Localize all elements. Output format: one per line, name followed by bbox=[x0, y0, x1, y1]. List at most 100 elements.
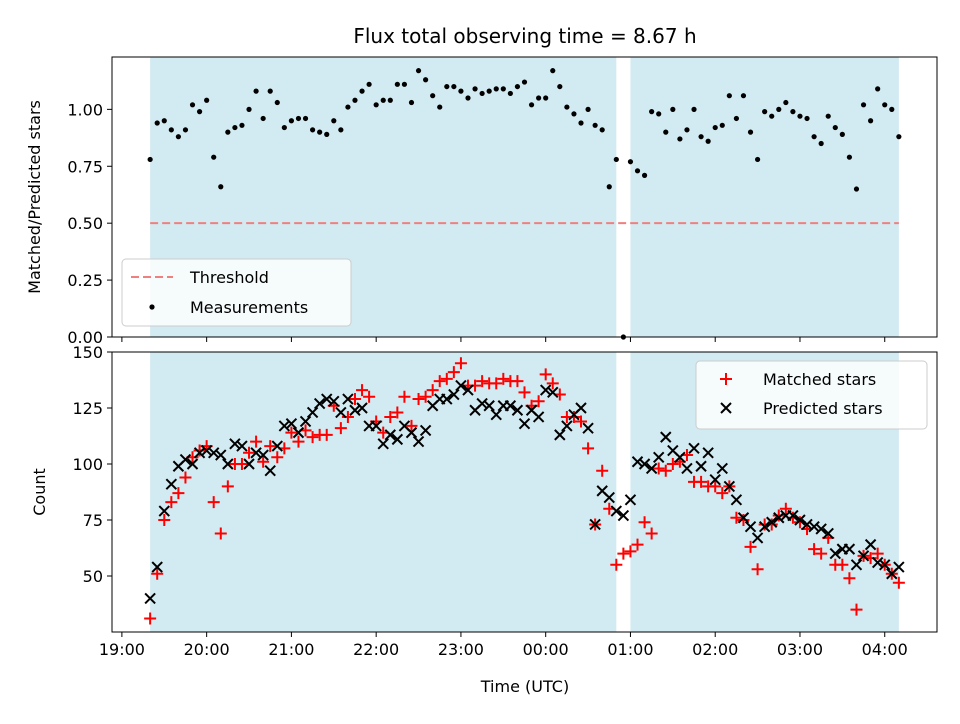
measurement-point bbox=[479, 90, 485, 97]
measurement-point bbox=[302, 115, 309, 122]
predicted-star-point bbox=[695, 460, 707, 472]
measurement-point bbox=[373, 102, 379, 108]
predicted-star-point bbox=[186, 458, 199, 470]
legend-threshold-label: Threshold bbox=[189, 268, 269, 287]
predicted-star-point bbox=[674, 451, 686, 463]
predicted-star-point bbox=[794, 514, 806, 526]
matched-star-point bbox=[836, 558, 849, 571]
predicted-star-point bbox=[617, 509, 630, 522]
matched-star-point bbox=[695, 475, 708, 488]
predicted-star-point bbox=[179, 453, 192, 466]
measurement-point bbox=[641, 172, 648, 178]
measurement-point bbox=[196, 109, 203, 115]
predicted-star-point bbox=[299, 415, 312, 428]
predicted-star-point bbox=[645, 462, 658, 475]
measurement-point bbox=[408, 99, 415, 106]
x-tick-label: 21:00 bbox=[268, 640, 314, 659]
top-axes-frame bbox=[111, 56, 938, 338]
matched-star-point bbox=[207, 496, 220, 509]
matched-star-point bbox=[617, 547, 630, 560]
y-tick-label: 150 bbox=[72, 343, 103, 362]
predicted-star-point bbox=[292, 426, 305, 439]
predicted-star-point bbox=[335, 406, 347, 419]
matched-star-point bbox=[320, 428, 333, 441]
predicted-star-point bbox=[815, 523, 827, 535]
measurement-point bbox=[663, 129, 669, 135]
predicted-star-point bbox=[384, 429, 397, 441]
top-x-tick-marks bbox=[121, 337, 886, 342]
y-tick-label: 0.00 bbox=[67, 328, 103, 347]
predicted-star-point bbox=[483, 400, 495, 412]
top-plot-area bbox=[147, 68, 902, 340]
predicted-star-point bbox=[589, 518, 601, 531]
predicted-star-point bbox=[716, 462, 728, 475]
predicted-star-point bbox=[822, 527, 834, 540]
x-tick-label: 19:00 bbox=[99, 640, 145, 659]
predicted-star-point bbox=[349, 404, 361, 416]
legend-predicted-swatch bbox=[720, 402, 732, 414]
measurement-point bbox=[889, 106, 895, 112]
measurement-point bbox=[557, 83, 563, 90]
measurement-point bbox=[578, 120, 584, 126]
predicted-star-point bbox=[144, 592, 156, 605]
measurement-point bbox=[401, 81, 408, 87]
matched-star-point bbox=[243, 446, 256, 459]
measurement-point bbox=[493, 86, 499, 92]
measurement-point bbox=[415, 68, 422, 74]
predicted-star-point bbox=[871, 556, 884, 569]
measurement-point bbox=[627, 159, 634, 165]
predicted-star-point bbox=[448, 388, 460, 401]
predicted-star-point bbox=[158, 505, 170, 517]
matched-star-point bbox=[419, 390, 432, 403]
matched-star-point bbox=[532, 395, 545, 408]
predicted-star-point bbox=[709, 473, 721, 486]
measurement-point bbox=[437, 104, 443, 110]
measurement-point bbox=[514, 83, 521, 90]
matched-star-point bbox=[539, 368, 552, 381]
predicted-star-point bbox=[370, 420, 382, 432]
predicted-star-point bbox=[285, 417, 298, 430]
measurement-point bbox=[486, 88, 492, 94]
y-tick-label: 50 bbox=[83, 567, 103, 586]
predicted-star-point bbox=[271, 440, 283, 452]
measurement-point bbox=[797, 113, 803, 119]
matched-star-point bbox=[412, 393, 425, 406]
legend-measurements-swatch bbox=[149, 304, 155, 310]
predicted-star-point bbox=[864, 538, 877, 551]
measurement-point bbox=[352, 97, 358, 103]
measurement-point bbox=[309, 127, 316, 133]
shaded-interval bbox=[150, 352, 617, 632]
matched-star-point bbox=[405, 419, 418, 432]
measurement-point bbox=[705, 138, 711, 144]
measurement-point bbox=[860, 102, 867, 108]
measurement-point bbox=[521, 79, 528, 85]
predicted-star-point bbox=[787, 509, 799, 522]
matched-star-point bbox=[575, 415, 588, 428]
predicted-star-point bbox=[638, 458, 651, 470]
legend-matched-label: Matched stars bbox=[763, 370, 876, 389]
x-tick-label: 02:00 bbox=[692, 640, 738, 659]
top-y-axis-label: Matched/Predicted stars bbox=[25, 100, 44, 294]
matched-star-point bbox=[666, 458, 679, 470]
y-tick-label: 1.00 bbox=[67, 100, 103, 119]
predicted-star-point bbox=[723, 480, 736, 493]
measurement-point bbox=[606, 184, 612, 190]
predicted-star-point bbox=[412, 435, 425, 448]
matched-star-point bbox=[391, 406, 404, 419]
measurement-point bbox=[380, 97, 386, 103]
predicted-star-point bbox=[801, 518, 813, 531]
matched-star-point bbox=[645, 527, 658, 540]
predicted-star-point bbox=[582, 422, 594, 434]
matched-star-point bbox=[843, 572, 856, 585]
measurement-point bbox=[528, 102, 535, 108]
bottom-legend-box bbox=[695, 360, 928, 430]
measurement-point bbox=[168, 127, 174, 133]
x-tick-label: 03:00 bbox=[777, 640, 823, 659]
measurement-point bbox=[260, 115, 266, 122]
matched-star-point bbox=[193, 444, 206, 457]
measurement-point bbox=[656, 111, 662, 117]
measurement-point bbox=[161, 118, 167, 124]
matched-star-point bbox=[659, 464, 672, 477]
measurement-point bbox=[783, 99, 789, 106]
